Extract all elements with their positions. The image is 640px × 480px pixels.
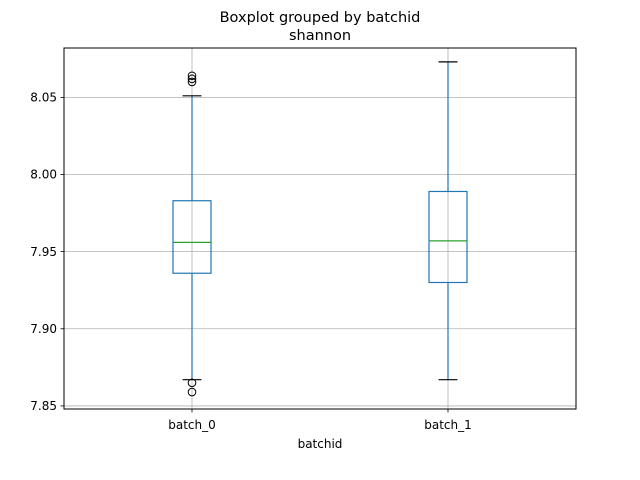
box-batch_1 (428, 61, 468, 381)
iqr-box (428, 190, 468, 284)
box-group (172, 61, 468, 397)
chart-suptitle: Boxplot grouped by batchid (220, 10, 421, 26)
outlier-point (187, 387, 197, 397)
y-tick-label: 7.90 (30, 322, 57, 336)
y-tick-label: 7.85 (30, 399, 57, 413)
axis-ticks: 7.85 7.90 7.95 8.00 8.05 batch_0 batch_1 (30, 91, 471, 432)
outlier-point (187, 74, 197, 84)
outlier-point (187, 71, 197, 81)
y-tick-label: 8.00 (30, 168, 57, 182)
outlier-point (187, 77, 197, 87)
plot-area-frame (63, 47, 577, 410)
x-axis-label: batchid (298, 437, 343, 451)
x-tick-label: batch_1 (424, 418, 472, 432)
box-batch_0 (172, 71, 212, 397)
iqr-box (172, 200, 212, 274)
grid-lines (64, 48, 576, 409)
x-tick-label: batch_0 (168, 418, 216, 432)
chart-title: shannon (289, 28, 351, 44)
y-tick-label: 7.95 (30, 245, 57, 259)
outlier-point (187, 378, 197, 388)
y-tick-label: 8.05 (30, 91, 57, 105)
